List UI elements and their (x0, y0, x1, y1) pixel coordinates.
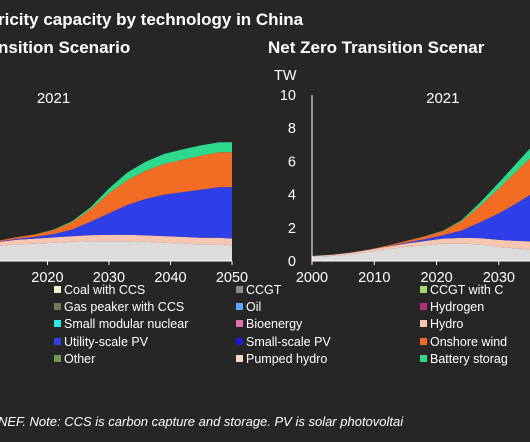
legend-item-ccgt: CCGT (236, 283, 282, 297)
legend-label: Oil (246, 300, 261, 314)
legend-swatch (236, 338, 243, 345)
legend-swatch (236, 355, 243, 362)
footer-note: NEF. Note: CCS is carbon capture and sto… (0, 414, 404, 429)
right-2021-annotation: 2021 (426, 90, 459, 107)
right-area-hydro (312, 237, 530, 257)
legend-swatch (54, 355, 61, 362)
right-x-tick-label: 2030 (483, 270, 515, 286)
legend-swatch (54, 286, 61, 293)
left-x-tick-label: 2040 (154, 270, 186, 286)
legend-label: Small modular nuclear (64, 317, 188, 331)
legend-label: Other (64, 352, 95, 366)
left-area-hydro (0, 234, 232, 246)
legend-label: Small-scale PV (246, 335, 331, 349)
right-area-coal (312, 243, 530, 261)
legend-item-coal-with-ccs: Coal with CCS (54, 283, 145, 297)
legend-label: Hydro (430, 317, 463, 331)
right-y-tick-label: 2 (288, 221, 296, 237)
legend-swatch (54, 303, 61, 310)
legend-swatch (420, 355, 427, 362)
legend-label: Hydrogen (430, 300, 484, 314)
legend-label: Utility-scale PV (64, 335, 149, 349)
legend-item-hydro: Hydro (420, 317, 463, 331)
legend-item-small-scale-pv: Small-scale PV (236, 335, 331, 349)
right-y-tick-label: 0 (288, 254, 296, 270)
legend: Coal with CCS CCGT CCGT with C Gas peaker w… (54, 283, 508, 366)
right-area-utility-scale-pv (312, 194, 530, 256)
legend-swatch (420, 303, 427, 310)
legend-label: Gas peaker with CCS (64, 300, 184, 314)
legend-item-other: Other (54, 352, 95, 366)
legend-swatch (420, 286, 427, 293)
right-y-unit-label: TW (274, 68, 297, 84)
legend-item-battery-storag: Battery storag (420, 352, 508, 366)
legend-label: Battery storag (430, 352, 508, 366)
legend-label: Onshore wind (430, 335, 507, 349)
legend-swatch (420, 338, 427, 345)
legend-item-ccgt-with-c: CCGT with C (420, 283, 503, 297)
right-y-tick-label: 6 (288, 154, 296, 170)
right-x-tick-label: 2000 (296, 270, 328, 286)
legend-item-small-modular-nuclear: Small modular nuclear (54, 317, 188, 331)
legend-label: CCGT with C (430, 283, 503, 297)
chart-title: ricity capacity by technology in China (0, 10, 304, 29)
right-y-ticks: 0 2 4 6 8 10 (280, 88, 313, 270)
left-area-battery-storage (0, 142, 232, 241)
legend-item-oil: Oil (236, 300, 261, 314)
legend-item-utility-scale-pv: Utility-scale PV (54, 335, 149, 349)
legend-swatch (54, 338, 61, 345)
legend-label: Bioenergy (246, 317, 303, 331)
left-x-tick-label: 2050 (216, 270, 248, 286)
legend-item-gas-peaker-with-ccs: Gas peaker with CCS (54, 300, 184, 314)
legend-item-bioenergy: Bioenergy (236, 317, 303, 331)
legend-label: Pumped hydro (246, 352, 327, 366)
right-x-tick-label: 2020 (420, 270, 452, 286)
legend-label: Coal with CCS (64, 283, 145, 297)
legend-label: CCGT (246, 283, 282, 297)
legend-swatch (236, 303, 243, 310)
left-area-coal (0, 241, 232, 261)
right-y-tick-label: 10 (280, 88, 296, 104)
right-y-tick-label: 4 (288, 188, 296, 204)
left-panel: 2020 2030 2040 2050 2021 (0, 90, 248, 286)
left-area-series (0, 142, 232, 261)
right-x-ticks: 2000 2010 2020 2030 (296, 261, 515, 286)
left-2021-annotation: 2021 (37, 90, 70, 107)
right-x-tick-label: 2010 (358, 270, 390, 286)
legend-item-pumped-hydro: Pumped hydro (236, 352, 327, 366)
right-area-onshore-wind (312, 158, 530, 256)
legend-item-hydrogen: Hydrogen (420, 300, 484, 314)
legend-swatch (236, 320, 243, 327)
left-x-tick-label: 2030 (93, 270, 125, 286)
right-panel: 2000 2010 2020 2030 0 2 4 6 8 10 TW 2021 (274, 68, 530, 286)
left-area-utility-scale-pv (0, 187, 232, 242)
right-panel-subtitle: Net Zero Transition Scenar (268, 38, 485, 57)
left-panel-subtitle: nsition Scenario (0, 38, 130, 57)
right-y-tick-label: 8 (288, 121, 296, 137)
legend-swatch (54, 320, 61, 327)
left-x-ticks: 2020 2030 2040 2050 (31, 261, 248, 286)
left-x-tick-label: 2020 (31, 270, 63, 286)
legend-swatch (420, 320, 427, 327)
left-area-onshore-wind (0, 152, 232, 242)
right-area-series (312, 148, 530, 261)
legend-item-onshore-wind: Onshore wind (420, 335, 507, 349)
legend-swatch (236, 286, 243, 293)
